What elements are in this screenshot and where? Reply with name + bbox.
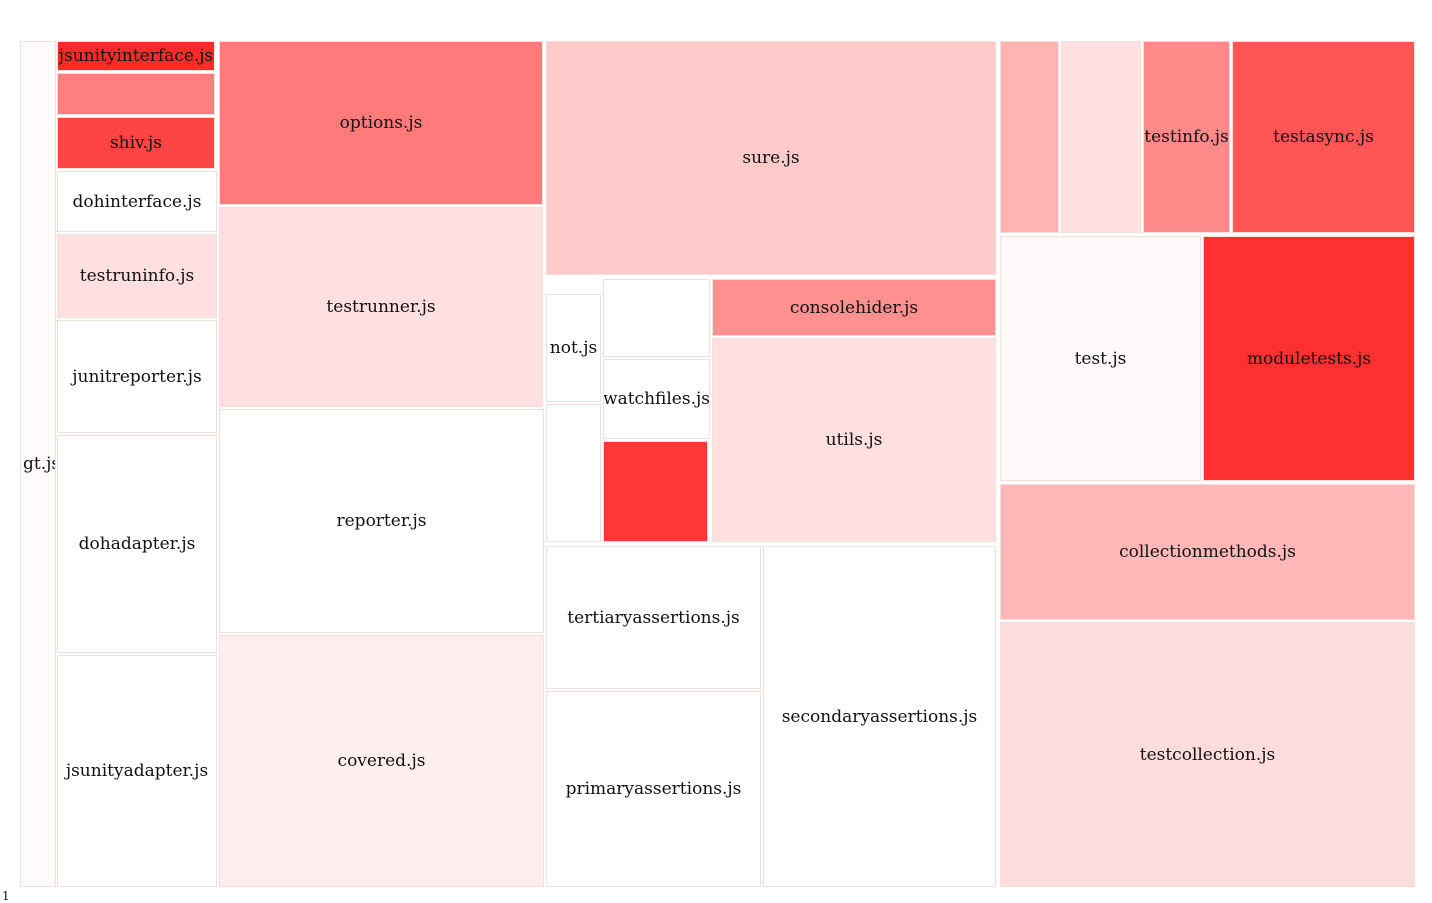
treemap-cell-unlabeled-1[interactable] [57, 73, 215, 115]
treemap-cell-dohadapter[interactable]: dohadapter.js [57, 435, 217, 653]
treemap-cell-jsunityadapter[interactable]: jsunityadapter.js [57, 655, 217, 887]
treemap-cell-test[interactable]: test.js [1000, 236, 1201, 481]
treemap-cell-utils[interactable]: utils.js [712, 338, 996, 542]
treemap-cell-moduletests[interactable]: moduletests.js [1203, 236, 1415, 481]
treemap-cell-not[interactable]: not.js [546, 294, 601, 402]
treemap-cell-dohinterface[interactable]: dohinterface.js [57, 171, 217, 232]
treemap-cell-gt[interactable]: gt.js [20, 41, 56, 887]
treemap-cell-unlabeled-2[interactable] [546, 404, 601, 542]
treemap-cell-testrunner[interactable]: testrunner.js [219, 207, 543, 407]
treemap-cell-consolehider[interactable]: consolehider.js [712, 279, 996, 336]
treemap-cell-testruninfo[interactable]: testruninfo.js [57, 234, 217, 318]
treemap-cell-reporter[interactable]: reporter.js [219, 409, 544, 633]
treemap-cell-covered[interactable]: covered.js [219, 635, 544, 887]
treemap-cell-junitreporter[interactable]: junitreporter.js [57, 320, 217, 433]
treemap-cell-unlabeled-4[interactable] [603, 441, 708, 542]
treemap-cell-testinfo[interactable]: testinfo.js [1143, 41, 1230, 233]
corner-mark: 1 [2, 889, 10, 903]
treemap-cell-watchfiles[interactable]: watchfiles.js [603, 359, 710, 439]
treemap-cell-testcollection[interactable]: testcollection.js [1000, 622, 1415, 887]
treemap-cell-unlabeled-5[interactable] [1000, 41, 1059, 233]
treemap-cell-unlabeled-3[interactable] [603, 279, 710, 357]
treemap-cell-tertiaryassertions[interactable]: tertiaryassertions.js [546, 546, 761, 689]
treemap-cell-jsunityinterface[interactable]: jsunityinterface.js [57, 41, 215, 71]
treemap-cell-collectionmethods[interactable]: collectionmethods.js [1000, 484, 1415, 620]
treemap-cell-shiv[interactable]: shiv.js [57, 117, 215, 169]
treemap-cell-primaryassertions[interactable]: primaryassertions.js [546, 691, 761, 887]
treemap-cell-sure[interactable]: sure.js [546, 41, 996, 275]
treemap-cell-secondaryassertions[interactable]: secondaryassertions.js [763, 546, 996, 887]
treemap-cell-options[interactable]: options.js [219, 41, 543, 205]
treemap-cell-testasync[interactable]: testasync.js [1232, 41, 1415, 233]
treemap-cell-unlabeled-6[interactable] [1061, 41, 1141, 233]
